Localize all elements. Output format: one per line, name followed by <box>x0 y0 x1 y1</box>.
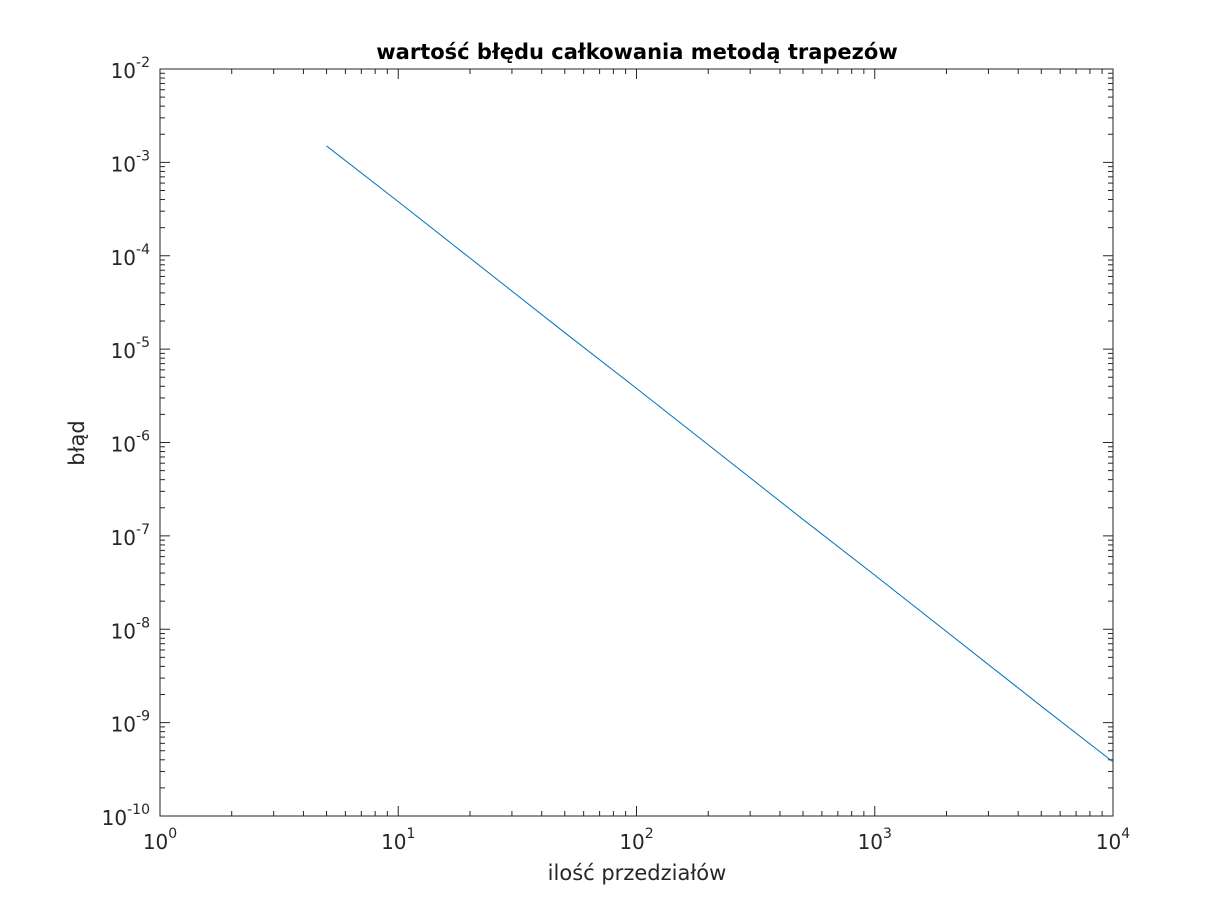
x-tick-label: 103 <box>858 826 892 854</box>
plot-frame <box>159 68 1114 817</box>
series-layer <box>326 145 1114 763</box>
x-tick-label: 101 <box>381 826 415 854</box>
y-tick-label: 10-4 <box>111 242 151 270</box>
y-tick-label: 10-7 <box>111 522 150 550</box>
y-tick-label: 10-10 <box>102 802 150 830</box>
x-tick-label: 104 <box>1096 826 1130 854</box>
x-tick-label: 100 <box>143 826 177 854</box>
x-axis-label: ilość przedziałów <box>548 861 727 885</box>
x-tick-label: 102 <box>619 826 653 854</box>
major-ticks <box>159 68 1114 817</box>
y-tick-label: 10-5 <box>111 335 150 363</box>
y-tick-label: 10-8 <box>111 615 150 643</box>
y-tick-labels: 10-10 10-9 10-8 10-7 10-6 10-5 10-4 10-3 10-2 <box>102 55 150 830</box>
y-tick-label: 10-6 <box>111 429 151 457</box>
x-tick-labels: 100 101 102 103 104 <box>143 826 1130 854</box>
minor-ticks <box>160 69 1113 816</box>
y-axis-label: błąd <box>65 420 89 466</box>
y-tick-label: 10-2 <box>111 55 150 83</box>
y-tick-label: 10-9 <box>111 709 150 737</box>
y-tick-label: 10-3 <box>111 148 150 176</box>
plot-area <box>159 68 1114 817</box>
chart-title: wartość błędu całkowania metodą trapezów <box>376 40 897 64</box>
series-line <box>326 145 1114 763</box>
